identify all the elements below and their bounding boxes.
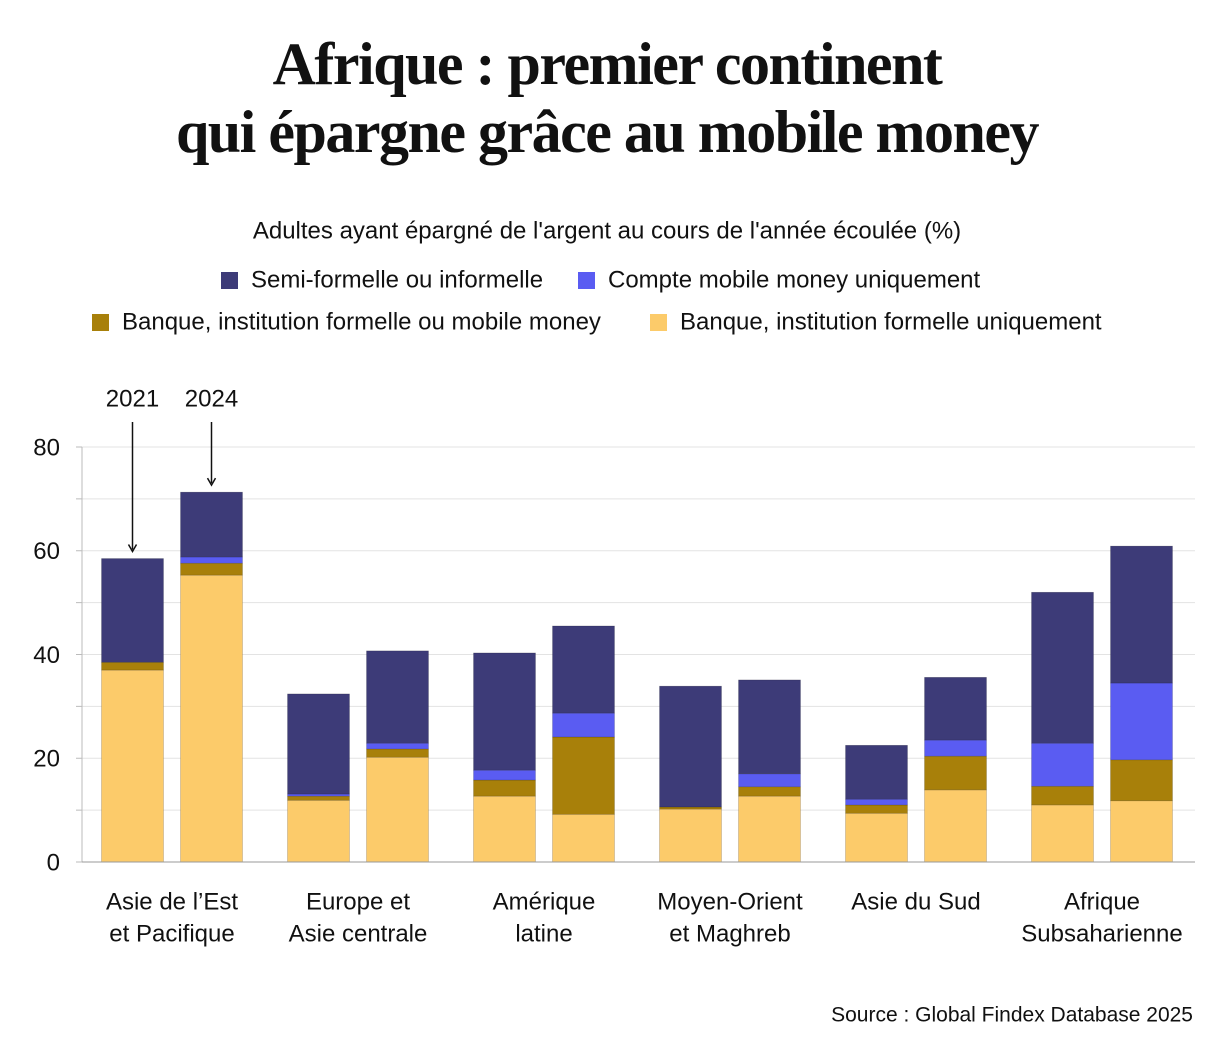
bar-segment bbox=[924, 755, 987, 791]
bar-segment bbox=[180, 562, 243, 576]
year-annotation: 2024 bbox=[185, 385, 238, 412]
x-tick-label: Asie de l’Est bbox=[106, 888, 238, 915]
x-tick-label: et Maghreb bbox=[669, 920, 790, 947]
bar-segment bbox=[1031, 742, 1094, 787]
bar-segment bbox=[845, 804, 908, 814]
subtitle: Adultes ayant épargné de l'argent au cou… bbox=[253, 217, 961, 244]
legend-swatch bbox=[92, 314, 109, 331]
x-tick-label: Amérique bbox=[493, 888, 596, 915]
bar-segment bbox=[366, 756, 429, 863]
bar-segment bbox=[101, 558, 164, 663]
bar-segment bbox=[473, 769, 536, 781]
chart-title: Afrique : premier continent bbox=[273, 31, 943, 97]
x-tick-label: Afrique bbox=[1064, 888, 1140, 915]
y-tick-label: 80 bbox=[33, 434, 60, 461]
bar-segment bbox=[924, 677, 987, 741]
bar-segment bbox=[738, 795, 801, 863]
bar-segment bbox=[1110, 545, 1173, 684]
chart-title: qui épargne grâce au mobile money bbox=[176, 99, 1040, 165]
bar-segment bbox=[738, 773, 801, 788]
bar-segment bbox=[287, 693, 350, 795]
bar-segment bbox=[552, 736, 615, 815]
bar-segment bbox=[180, 574, 243, 863]
bar-segment bbox=[287, 799, 350, 863]
annotation-arrowhead bbox=[206, 477, 217, 487]
bar-segment bbox=[1110, 759, 1173, 802]
bar-segment bbox=[659, 806, 722, 810]
bar-segment bbox=[101, 661, 164, 671]
x-tick-label: et Pacifique bbox=[109, 920, 234, 947]
bar-segment bbox=[1031, 591, 1094, 744]
bar-segment bbox=[1110, 800, 1173, 863]
legend-label: Compte mobile money uniquement bbox=[608, 266, 981, 293]
legend-swatch bbox=[578, 272, 595, 289]
x-tick-label: Subsaharienne bbox=[1021, 920, 1182, 947]
y-tick-label: 40 bbox=[33, 642, 60, 669]
bar-segment bbox=[180, 491, 243, 558]
bar-segment bbox=[659, 808, 722, 863]
bar-segment bbox=[845, 798, 908, 806]
bar-segment bbox=[924, 789, 987, 863]
bar-segment bbox=[180, 556, 243, 564]
legend-swatch bbox=[650, 314, 667, 331]
x-tick-label: Asie du Sud bbox=[851, 888, 980, 915]
bar-segment bbox=[366, 742, 429, 750]
bar-segment bbox=[101, 669, 164, 863]
bar-segment bbox=[924, 739, 987, 757]
bar-segment bbox=[287, 795, 350, 801]
bar-segment bbox=[473, 652, 536, 771]
bar-segment bbox=[473, 779, 536, 797]
bar-segment bbox=[845, 812, 908, 863]
bar-segment bbox=[552, 712, 615, 738]
y-tick-label: 0 bbox=[47, 849, 60, 876]
y-tick-label: 60 bbox=[33, 538, 60, 565]
bar-segment bbox=[845, 744, 908, 800]
x-tick-label: Moyen-Orient bbox=[657, 888, 803, 915]
bar-segment bbox=[366, 748, 429, 758]
bar-segment bbox=[552, 625, 615, 714]
year-annotation: 2021 bbox=[106, 385, 159, 412]
source: Source : Global Findex Database 2025 bbox=[831, 1004, 1193, 1027]
bar-segment bbox=[366, 650, 429, 744]
bar-segment bbox=[738, 786, 801, 797]
x-tick-label: Europe et bbox=[306, 888, 410, 915]
x-tick-label: Asie centrale bbox=[289, 920, 428, 947]
bar-segment bbox=[1031, 804, 1094, 863]
bar-segment bbox=[738, 679, 801, 775]
legend-swatch bbox=[221, 272, 238, 289]
bar-segment bbox=[1110, 682, 1173, 761]
legend-label: Semi-formelle ou informelle bbox=[251, 266, 543, 293]
bar-segment bbox=[473, 795, 536, 863]
bar-segment bbox=[659, 685, 722, 808]
annotation-arrowhead bbox=[127, 544, 138, 554]
x-tick-label: latine bbox=[515, 920, 572, 947]
legend-label: Banque, institution formelle uniquement bbox=[680, 308, 1102, 335]
bar-segment bbox=[287, 793, 350, 797]
y-tick-label: 20 bbox=[33, 746, 60, 773]
legend-label: Banque, institution formelle ou mobile m… bbox=[122, 308, 601, 335]
bar-segment bbox=[552, 813, 615, 863]
bar-segment bbox=[1031, 785, 1094, 806]
